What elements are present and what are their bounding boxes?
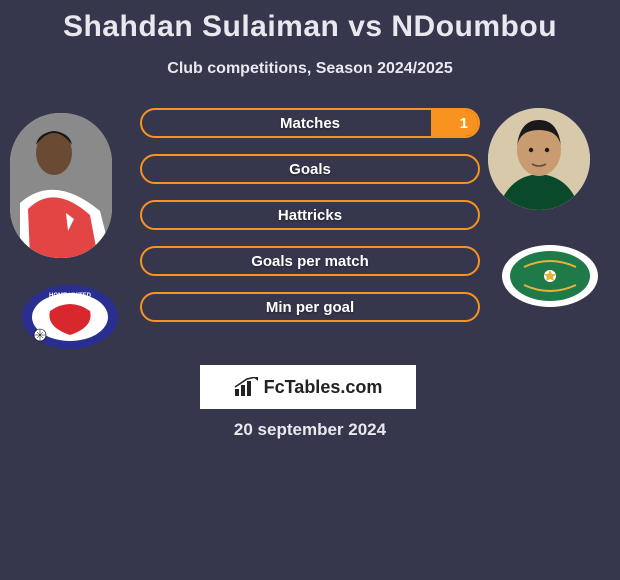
player-right-photo-svg xyxy=(488,108,590,210)
stat-label: Min per goal xyxy=(142,294,478,320)
stat-label: Goals xyxy=(142,156,478,182)
page-title: Shahdan Sulaiman vs NDoumbou xyxy=(0,0,620,44)
brand-logo-box: FcTables.com xyxy=(200,365,416,409)
player-right-photo xyxy=(488,108,590,210)
stat-bar-goals: Goals xyxy=(140,154,480,184)
player-left-club-badge-svg: HOME UNITED xyxy=(20,283,120,351)
brand-text: FcTables.com xyxy=(264,377,383,398)
player-right-club-badge-svg xyxy=(500,243,600,309)
stat-label: Matches xyxy=(142,110,478,136)
stat-bar-min-per-goal: Min per goal xyxy=(140,292,480,322)
stat-bar-hattricks: Hattricks xyxy=(140,200,480,230)
player-right-club-badge xyxy=(500,243,600,309)
stat-bar-matches: Matches 1 xyxy=(140,108,480,138)
date: 20 september 2024 xyxy=(0,420,620,440)
subtitle: Club competitions, Season 2024/2025 xyxy=(0,60,620,78)
stat-bar-goals-per-match: Goals per match xyxy=(140,246,480,276)
svg-text:HOME UNITED: HOME UNITED xyxy=(49,293,92,299)
player-left-photo xyxy=(10,113,112,258)
stat-label: Goals per match xyxy=(142,248,478,274)
comparison-panel: HOME UNITED Mat xyxy=(0,108,620,368)
stat-value-right: 1 xyxy=(460,110,468,136)
stat-bars: Matches 1 Goals Hattricks Goals per matc… xyxy=(140,108,480,338)
stat-label: Hattricks xyxy=(142,202,478,228)
player-left-club-badge: HOME UNITED xyxy=(20,283,120,351)
player-left-photo-svg xyxy=(10,113,112,258)
chart-icon xyxy=(234,377,258,397)
